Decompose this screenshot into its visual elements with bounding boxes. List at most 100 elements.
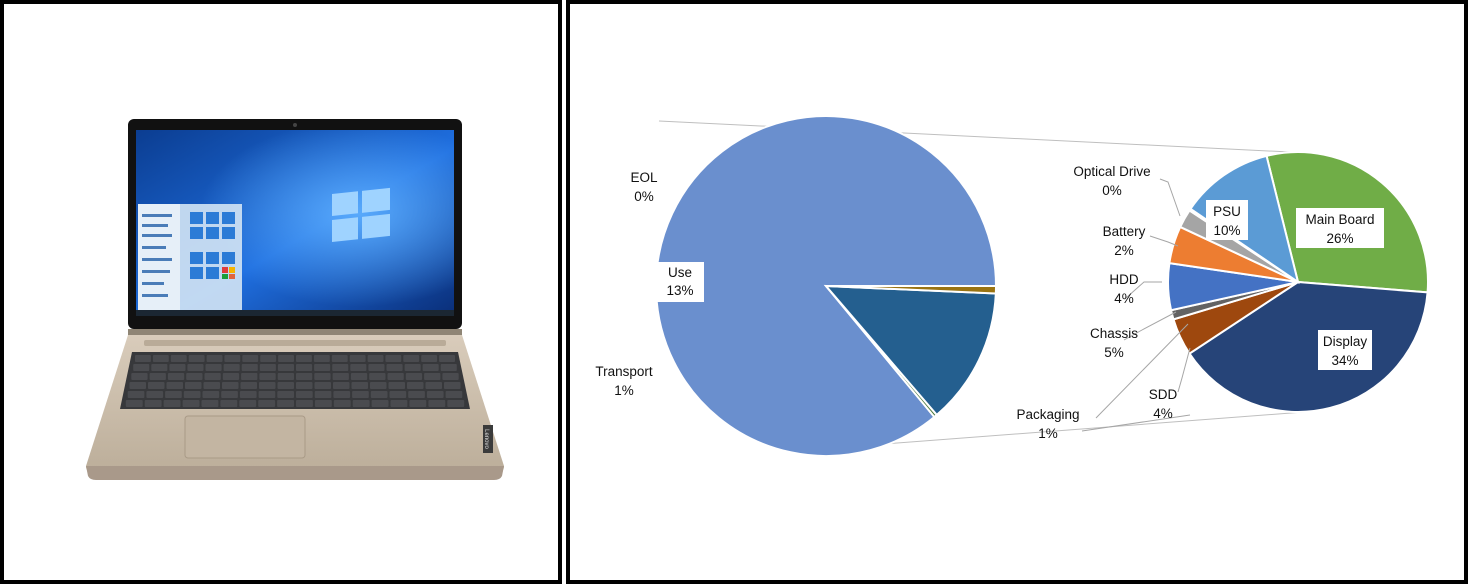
display-label: Display [1323,334,1368,349]
keyboard-key [424,373,441,380]
keyboard-key [444,382,461,389]
keyboard-key [439,355,455,362]
keyboard-key [188,355,205,362]
keyboard-key [404,364,421,371]
leader-line-chassis [1123,311,1177,341]
laptop-panel: Lenovo [0,0,562,584]
connector-line-top [658,120,1291,153]
keyboard-key [351,382,368,389]
main-board-pct: 26% [1326,231,1353,246]
keyboard-key [296,400,313,407]
touchpad [184,415,306,459]
keyboard-key [408,391,425,398]
keyboard-key [390,400,408,407]
keyboard-key [370,382,387,389]
keyboard-key [258,391,276,398]
keyboard-key [445,391,463,398]
keyboard-key [201,400,219,407]
keyboard-key [422,364,439,371]
keyboard-key [186,373,203,380]
keyboard-key [183,391,201,398]
windows-logo-icon [332,187,390,242]
leader-line-optical-drive [1159,178,1181,217]
keyboard-key [370,391,388,398]
hdd-label: HDD [1109,272,1138,287]
keyboard-key [333,382,350,389]
keyboard-key [277,400,294,407]
keyboard-key [203,382,220,389]
leader-line-packaging [1095,323,1189,419]
keyboard-key [421,355,438,362]
keyboard-key [149,373,166,380]
keyboard-key [187,364,204,371]
keyboard-key [442,373,459,380]
battery-pct: 2% [1114,243,1134,258]
transport-label: Transport [595,364,653,379]
keyboard-key [220,400,238,407]
keyboard-key [385,355,402,362]
leader-lines [1081,178,1191,432]
keyboard-key [332,364,349,371]
use-label: Use [668,265,692,280]
keyboard-key [296,355,312,362]
keyboard-key [386,364,403,371]
main-pie-slice-transport [825,285,998,295]
optical-drive-label: Optical Drive [1073,164,1150,179]
keyboard-key [277,364,294,371]
brand-label: Lenovo [483,429,489,449]
keyboard-key [239,391,257,398]
keyboard-key [332,373,349,380]
keyboard-key [240,382,257,389]
start-menu [138,204,242,310]
keyboard-key [350,373,368,380]
keyboard-key [152,355,169,362]
laptop-illustration: Lenovo [86,119,504,480]
hdd-pct: 4% [1114,291,1134,306]
keyboard-key [296,364,313,371]
keyboard-key [403,355,420,362]
keyboard-key [125,400,143,407]
sdd-label: SDD [1149,387,1178,402]
keyboard-key [407,382,424,389]
keyboard-key [314,391,332,398]
keyboard-key [241,373,258,380]
keyboard-key [277,382,294,389]
keyboard-key [259,382,276,389]
leader-line-packaging-2 [1081,414,1191,432]
keyboard-key [151,364,168,371]
leader-line-sdd [1177,347,1191,393]
keyboard-key [166,382,183,389]
keyboard-key [440,364,457,371]
display-pct: 34% [1331,353,1358,368]
keyboard-key [426,391,444,398]
keyboard-key [314,373,331,380]
chassis-label: Chassis [1090,326,1138,341]
keyboard-key [224,355,241,362]
keyboard-key [185,382,202,389]
keyboard-key [222,373,240,380]
keyboard-key [222,382,239,389]
keyboard-key [163,400,181,407]
keyboard-key [388,382,405,389]
keyboard-key [135,355,151,362]
keyboard-key [425,382,442,389]
keyboard-key [165,391,182,398]
keyboard-key [296,391,313,398]
keyboard-key [144,400,162,407]
keyboard-key [333,391,351,398]
keyboard-key [367,355,384,362]
keyboard-key [258,400,276,407]
keyboard-key [333,400,351,407]
keyboard-key [259,364,276,371]
keyboard-key [387,373,404,380]
keyboard-key [239,400,257,407]
psu-label-box [1206,200,1248,240]
keyboard-key [368,364,385,371]
webcam-icon [293,123,297,127]
use-label-box [656,262,704,302]
keyboard-key [223,364,240,371]
taskbar [136,310,454,316]
chassis-pct: 5% [1104,345,1124,360]
keyboard-key [349,355,366,362]
keyboard-key [371,400,389,407]
